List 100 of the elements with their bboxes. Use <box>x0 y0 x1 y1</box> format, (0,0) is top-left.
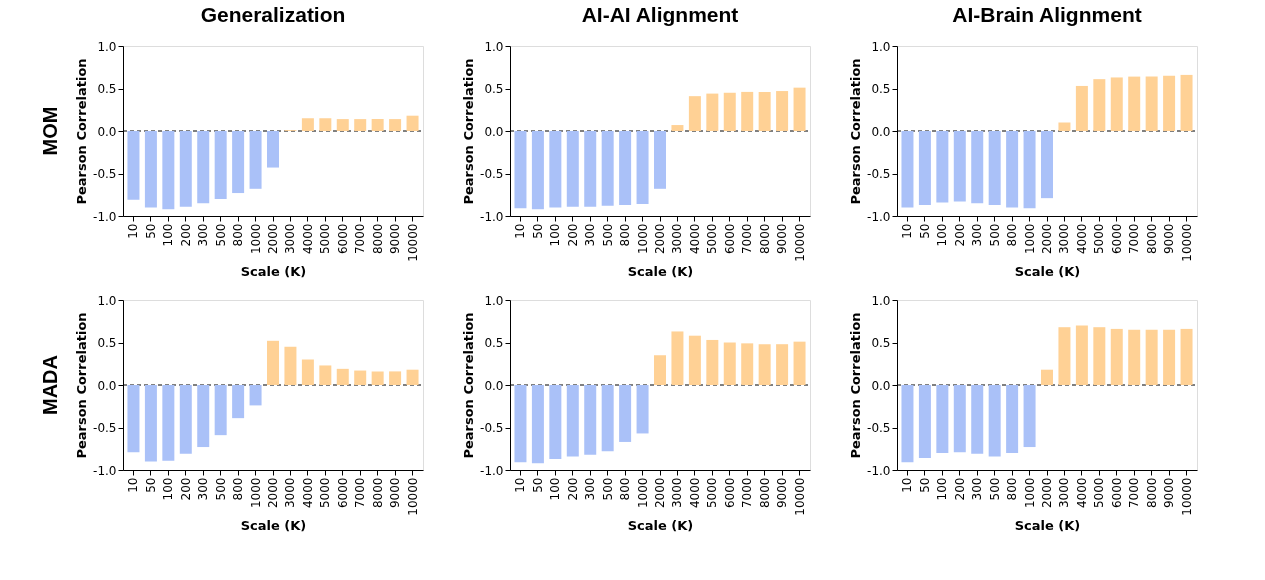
bar <box>232 131 245 194</box>
bar <box>267 131 279 168</box>
bar <box>636 385 649 434</box>
x-tick-label: 3000 <box>1057 223 1072 255</box>
bar <box>179 131 192 207</box>
y-tick-label: -1.0 <box>867 209 891 224</box>
x-tick-label: 200 <box>178 223 193 247</box>
x-tick-label: 8000 <box>370 223 385 255</box>
bar <box>988 385 1001 457</box>
bar <box>1110 328 1123 385</box>
bar <box>971 385 984 454</box>
x-axis-title: Scale (K) <box>1014 263 1081 279</box>
y-axis-title: Pearson Correlation <box>461 312 477 459</box>
x-tick-label: 500 <box>600 223 615 247</box>
bar <box>214 131 227 199</box>
bar <box>162 385 175 461</box>
x-tick-label: 4000 <box>300 223 315 255</box>
bar <box>584 385 597 455</box>
x-tick-label: 6000 <box>722 223 737 255</box>
x-tick-label: 200 <box>952 477 967 501</box>
y-tick-label: 0.5 <box>871 82 891 96</box>
y-tick-label: -1.0 <box>867 463 891 478</box>
x-tick-label: 300 <box>196 477 211 501</box>
x-tick-label: 2000 <box>1040 223 1054 255</box>
bar <box>1180 328 1193 385</box>
bar <box>1023 131 1036 209</box>
x-tick-label: 800 <box>618 223 633 247</box>
y-tick-label: -1.0 <box>93 209 117 224</box>
bar <box>389 371 402 385</box>
x-tick-label: 500 <box>213 477 228 501</box>
bar <box>688 96 701 131</box>
x-tick-label: 6000 <box>335 223 350 255</box>
x-tick-label: 200 <box>178 477 193 501</box>
x-tick-label: 6000 <box>1109 223 1124 255</box>
x-axis-title: Scale (K) <box>627 263 694 279</box>
x-tick-label: 1000 <box>1022 477 1037 509</box>
y-tick-label: -0.5 <box>480 167 504 181</box>
y-tick-label: 0.5 <box>97 82 117 96</box>
bar <box>1041 369 1053 385</box>
y-tick-label: 0.0 <box>97 378 117 393</box>
x-tick-label: 10 <box>513 223 528 239</box>
bar <box>549 385 562 459</box>
x-tick-label: 800 <box>1005 477 1020 501</box>
x-tick-label: 9000 <box>388 223 403 255</box>
y-axis-title: Pearson Correlation <box>461 58 477 205</box>
x-tick-label: 5000 <box>1092 223 1107 255</box>
x-tick-label: 10000 <box>405 223 420 262</box>
y-tick-label: 1.0 <box>871 39 891 54</box>
x-tick-label: 800 <box>1005 223 1020 247</box>
bar <box>249 385 262 406</box>
x-tick-label: 5000 <box>318 477 333 509</box>
x-tick-label: 200 <box>565 223 580 247</box>
bar <box>354 370 367 385</box>
x-tick-label: 9000 <box>1162 223 1177 255</box>
y-tick-label: 0.5 <box>484 82 504 96</box>
bar <box>531 131 544 210</box>
bar <box>723 92 736 131</box>
x-tick-label: 3000 <box>283 223 298 255</box>
x-tick-label: 10 <box>900 477 915 493</box>
x-tick-label: 800 <box>618 477 633 501</box>
y-tick-label: 0.0 <box>871 378 891 393</box>
bar <box>953 131 966 202</box>
text: MADA <box>39 355 61 415</box>
x-tick-label: 10 <box>126 223 141 239</box>
x-tick-label: 100 <box>161 223 176 247</box>
x-tick-label: 6000 <box>1109 477 1124 509</box>
y-tick-label: -1.0 <box>480 209 504 224</box>
x-tick-label: 6000 <box>335 477 350 509</box>
bar <box>1128 329 1141 385</box>
x-axis-title: Scale (K) <box>240 517 307 533</box>
bar <box>1058 327 1071 385</box>
x-tick-label: 10000 <box>405 477 420 516</box>
bar <box>566 131 579 207</box>
x-tick-label: 4000 <box>300 477 315 509</box>
y-axis-title: Pearson Correlation <box>848 58 864 205</box>
bar <box>319 118 332 131</box>
x-tick-label: 3000 <box>283 477 298 509</box>
x-tick-label: 7000 <box>1127 477 1142 509</box>
x-tick-label: 5000 <box>705 477 720 509</box>
x-tick-label: 200 <box>565 477 580 501</box>
x-axis-title: Scale (K) <box>240 263 307 279</box>
bar <box>127 385 140 453</box>
x-tick-label: 50 <box>530 477 545 493</box>
x-tick-label: 50 <box>530 223 545 239</box>
x-tick-label: 7000 <box>353 477 368 509</box>
y-tick-label: -0.5 <box>93 167 117 181</box>
bar <box>1093 327 1106 385</box>
x-tick-label: 300 <box>196 223 211 247</box>
x-tick-label: 5000 <box>318 223 333 255</box>
x-tick-label: 800 <box>231 477 246 501</box>
bar <box>144 131 157 208</box>
x-tick-label: 50 <box>143 223 158 239</box>
bar <box>301 359 314 385</box>
bar <box>601 131 614 206</box>
bar <box>706 93 719 131</box>
y-tick-label: -1.0 <box>93 463 117 478</box>
x-tick-label: 10000 <box>1179 223 1194 262</box>
x-tick-label: 10 <box>126 477 141 493</box>
x-tick-label: 9000 <box>388 477 403 509</box>
chart-title: AI-AI Alignment <box>581 3 739 26</box>
